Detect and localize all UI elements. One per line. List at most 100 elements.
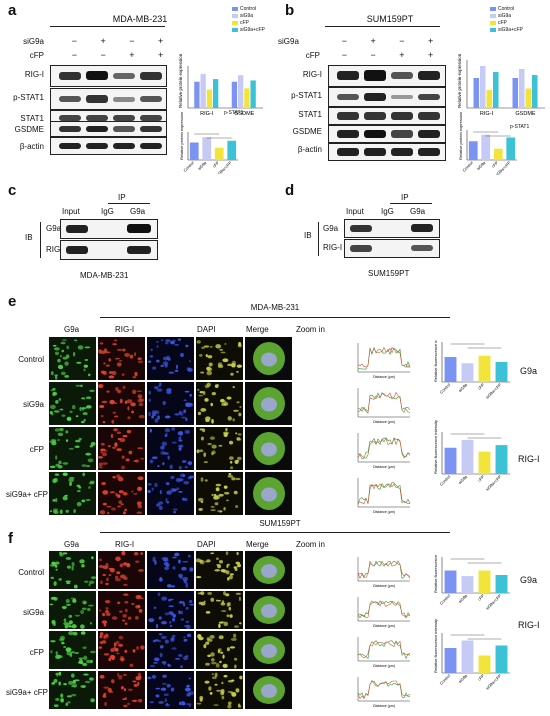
e-col-g9a: G9a (64, 325, 80, 334)
y-axis-label: Relative protein expression (457, 53, 462, 108)
bar (478, 355, 491, 382)
x-axis-label: Distance (μm) (373, 584, 395, 588)
bar (250, 80, 256, 108)
bar (238, 75, 244, 108)
x-tick-label: cFP (477, 593, 486, 602)
panel-label-a: a (8, 2, 17, 19)
bar (461, 640, 474, 673)
title-underline-b (325, 26, 440, 27)
treat-signs-cfp: − − + + (71, 50, 164, 60)
x-tick-label: siG9a (197, 160, 208, 171)
bar (532, 75, 538, 108)
x-axis-label: Distance (μm) (373, 664, 395, 668)
line-series (357, 560, 411, 580)
e-row-control: Control (18, 355, 44, 364)
d-ip-label: IP (401, 193, 409, 202)
legend-a: Control siG9a cFP siG9a+cFP (232, 6, 265, 34)
x-tick-label: siG9a (457, 673, 468, 684)
bar (512, 78, 519, 108)
band-label-gsdme: GSDME (14, 125, 44, 134)
bar (519, 69, 525, 108)
chart-b: RIG-I GSDME Relative protein expression Co… (457, 53, 545, 175)
blot-gsdme (50, 121, 167, 137)
e-chart-g9a-label: G9a (520, 366, 538, 376)
panel-label-e: e (8, 293, 17, 310)
x-tick-label: Control (461, 160, 474, 173)
micrograph (147, 427, 194, 470)
x-tick-label: siG9a+cFP (485, 593, 503, 611)
x-tick-label: siG9a+cFP (485, 382, 503, 400)
bar (461, 576, 474, 593)
e-col-rigi: RIG-I (115, 325, 135, 334)
blot-rigi-b (328, 65, 446, 87)
c-ib-label: IB (25, 233, 33, 242)
y-axis-label: Relative protein expression (178, 53, 183, 108)
micrograph (98, 551, 145, 589)
d-blot-rigi (344, 239, 440, 258)
treat-label-sig9a-b: siG9a (278, 37, 299, 46)
band-label-rigi: RIG-I (24, 70, 44, 79)
band-label-rigi-b: RIG-I (302, 70, 322, 79)
blot-actin-b (328, 143, 446, 161)
panel-f-title: SUM159PT (259, 519, 301, 528)
x-axis-label: Distance (μm) (373, 375, 395, 379)
band-label-pstat1: p-STAT1 (13, 93, 44, 102)
panel-label-f: f (8, 530, 13, 547)
c-col-igg: IgG (101, 207, 114, 216)
d-blot-g9a (344, 219, 440, 238)
x-tick-label: GSDME (234, 111, 255, 117)
blot-pstat1 (50, 88, 167, 110)
x-axis-label: Distance (μm) (373, 420, 395, 424)
c-row-rigi: RIG-I (46, 245, 66, 254)
panel-label-b: b (285, 2, 295, 19)
e-line-profiles: Distance (μm) Distance (μm) Distance (μm) D… (357, 343, 411, 514)
f-chart-rigi-label: RIG-I (518, 620, 540, 630)
f-col-zoom: Zoom in (296, 540, 325, 549)
bar (200, 73, 206, 108)
line-series (357, 346, 411, 370)
d-col-input: Input (346, 207, 364, 216)
treat-signs-cfp-b: − − + + (341, 50, 434, 60)
x-tick-label: cFP (490, 160, 499, 169)
x-tick-label: cFP (477, 382, 486, 391)
y-axis-label: Relative fluorescence intensity (433, 420, 438, 474)
panel-b-title: SUM159PT (366, 14, 414, 24)
d-ip-line (390, 203, 432, 204)
treat-label-cfp: cFP (29, 51, 44, 60)
bar (206, 89, 213, 108)
bar (495, 445, 508, 474)
x-tick-label: RIG-I (200, 111, 214, 117)
chart-a: RIG-I GSDME Relative protein expression Co… (178, 53, 263, 174)
line-series (357, 680, 411, 700)
c-col-g9a: G9a (130, 207, 146, 216)
line-series (357, 437, 411, 459)
micrograph (196, 337, 243, 380)
bar (486, 90, 493, 108)
bar (495, 362, 508, 382)
e-chart-rigi-label: RIG-I (518, 454, 540, 464)
bar (478, 451, 491, 474)
bar (444, 570, 457, 593)
e-image-grid (49, 337, 292, 515)
c-ip-line (108, 203, 150, 204)
d-row-g9a: G9a (323, 224, 339, 233)
bar (244, 88, 250, 108)
band-label-stat1-b: STAT1 (298, 110, 322, 119)
x-tick-label: Control (439, 474, 452, 487)
f-line-profiles: Distance (μm) Distance (μm) Distance (μm) D… (357, 557, 411, 708)
bar (478, 570, 491, 593)
y-axis-label: Relative fluorescence intensity (433, 340, 438, 382)
x-tick-label: cFP (477, 474, 486, 483)
x-tick-label: Control (182, 160, 195, 173)
bar (214, 147, 224, 160)
x-tick-label: siG9a+cFP (485, 474, 503, 492)
line-series (357, 640, 411, 660)
e-title-line (100, 317, 450, 318)
y-axis-label: Relative protein expression (179, 112, 184, 160)
line-series (357, 436, 411, 460)
line-series (357, 482, 411, 505)
line-series (357, 640, 411, 659)
